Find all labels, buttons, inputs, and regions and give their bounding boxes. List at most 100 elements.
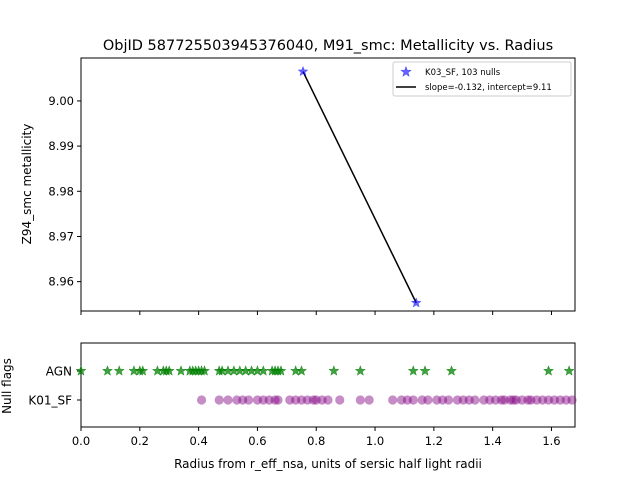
k01-sf-point xyxy=(311,395,321,405)
bottom-x-ticks: 0.0 0.2 0.4 0.6 0.8 1.0 1.2 1.4 1.6 xyxy=(72,427,561,448)
k01-sf-point xyxy=(258,395,268,405)
k01-sf-point xyxy=(402,395,412,405)
k01-sf-point xyxy=(543,395,554,405)
top-y-axis-label: Z94_smc metallicity xyxy=(20,124,34,245)
k01-sf-point xyxy=(214,395,224,405)
x-tick-label: 1.0 xyxy=(366,434,384,448)
agn-point xyxy=(275,365,287,376)
category-label: K01_SF xyxy=(28,394,72,408)
top-plot-frame xyxy=(80,57,576,312)
k01-sf-point xyxy=(485,395,495,405)
k01-sf-point xyxy=(196,395,207,405)
metallicity-panel: 8.96 8.97 8.98 8.99 9.00 Z94_smc metallicity… xyxy=(20,57,576,315)
top-y-tick-label: 8.97 xyxy=(48,229,74,243)
top-y-tick-label: 8.98 xyxy=(48,184,74,198)
k01-sf-point xyxy=(561,395,571,405)
k01-sf-point xyxy=(244,395,254,405)
k01-sf-point xyxy=(532,395,542,405)
k01-sf-point xyxy=(223,395,233,405)
k01-sf-point xyxy=(567,395,577,405)
k01-sf-point xyxy=(364,395,374,405)
legend: K03_SF, 103 nulls slope=-0.132, intercep… xyxy=(392,61,572,97)
top-y-tick-label: 9.00 xyxy=(48,94,74,108)
top-y-ticks: 8.96 8.97 8.98 8.99 9.00 xyxy=(48,94,81,289)
agn-point xyxy=(563,365,575,376)
k01-sf-point xyxy=(264,395,274,405)
k01-sf-point xyxy=(523,395,533,405)
k01-sf-point xyxy=(538,395,548,405)
k01-sf-point xyxy=(470,395,480,405)
k01-sf-point xyxy=(232,395,242,405)
k01-sf-point xyxy=(296,395,307,405)
k03-point xyxy=(297,65,309,77)
k01-sf-point xyxy=(432,395,442,405)
x-tick-label: 0.6 xyxy=(248,434,266,448)
k01-sf-point xyxy=(270,395,280,405)
agn-point xyxy=(445,365,458,376)
x-tick-label: 0.2 xyxy=(131,434,149,448)
agn-point xyxy=(419,365,431,376)
top-x-ticks xyxy=(80,311,552,315)
k01-sf-point xyxy=(549,395,560,405)
k01-sf-point xyxy=(417,395,427,405)
legend-label-k03: K03_SF, 103 nulls xyxy=(425,68,501,78)
bottom-y-ticks: AGN K01_SF xyxy=(28,365,81,408)
x-tick-label: 1.6 xyxy=(542,434,560,448)
x-tick-label: 0.4 xyxy=(189,434,207,448)
x-tick-label: 0.0 xyxy=(72,434,90,448)
k01-sf-point xyxy=(505,395,515,405)
agn-point xyxy=(407,365,419,376)
k01-sf-point xyxy=(491,395,501,405)
k01-sf-point xyxy=(438,395,448,405)
k01-sf-point xyxy=(285,395,295,405)
top-y-tick-label: 8.99 xyxy=(48,139,74,153)
agn-point xyxy=(75,365,87,376)
k01-sf-point xyxy=(555,395,565,405)
agn-point xyxy=(354,365,366,376)
agn-point xyxy=(163,365,175,376)
agn-point xyxy=(113,365,125,376)
k01-sf-point xyxy=(517,395,527,405)
k01-sf-point xyxy=(496,395,507,405)
k01-sf-point xyxy=(458,395,468,405)
k01-sf-point xyxy=(508,395,518,405)
x-tick-label: 1.2 xyxy=(425,434,443,448)
x-tick-label: 0.8 xyxy=(307,434,325,448)
bottom-data xyxy=(75,365,577,405)
k01-sf-point xyxy=(302,395,313,405)
k01-sf-point xyxy=(511,395,521,405)
k01-sf-point xyxy=(317,395,327,405)
k03-point xyxy=(410,297,422,308)
k01-sf-point xyxy=(323,395,333,405)
k01-sf-point xyxy=(355,395,365,405)
agn-point xyxy=(101,365,114,376)
k01-sf-point xyxy=(335,395,345,405)
agn-point xyxy=(328,365,340,376)
legend-label-fit: slope=-0.132, intercept=9.11 xyxy=(425,83,552,93)
null-flags-panel: AGN K01_SF 0.0 0.2 0.4 0.6 0.8 1.0 1.2 1.4 1.6 Nu… xyxy=(0,342,577,471)
x-tick-label: 1.4 xyxy=(484,434,502,448)
agn-point xyxy=(542,365,555,376)
agn-point xyxy=(137,365,149,376)
k01-sf-point xyxy=(273,395,283,405)
k01-sf-point xyxy=(408,395,418,405)
bottom-y-axis-label: Null flags xyxy=(0,358,14,414)
legend-star-icon xyxy=(400,65,412,78)
k01-sf-point xyxy=(291,395,301,405)
k01-sf-point xyxy=(464,395,474,405)
agn-point xyxy=(295,365,308,376)
k01-sf-point xyxy=(308,395,318,405)
k01-sf-point xyxy=(388,395,398,405)
k01-sf-point xyxy=(526,395,536,405)
k01-sf-point xyxy=(452,395,462,405)
fit-line xyxy=(302,71,417,304)
bottom-plot-frame xyxy=(80,342,576,428)
x-axis-label: Radius from r_eff_nsa, units of sersic h… xyxy=(174,457,482,471)
k01-sf-point xyxy=(238,395,248,405)
top-data xyxy=(297,65,422,308)
k01-sf-point xyxy=(423,395,433,405)
legend-box xyxy=(392,61,572,97)
top-y-tick-label: 8.96 xyxy=(48,275,74,289)
k01-sf-point xyxy=(479,395,489,405)
